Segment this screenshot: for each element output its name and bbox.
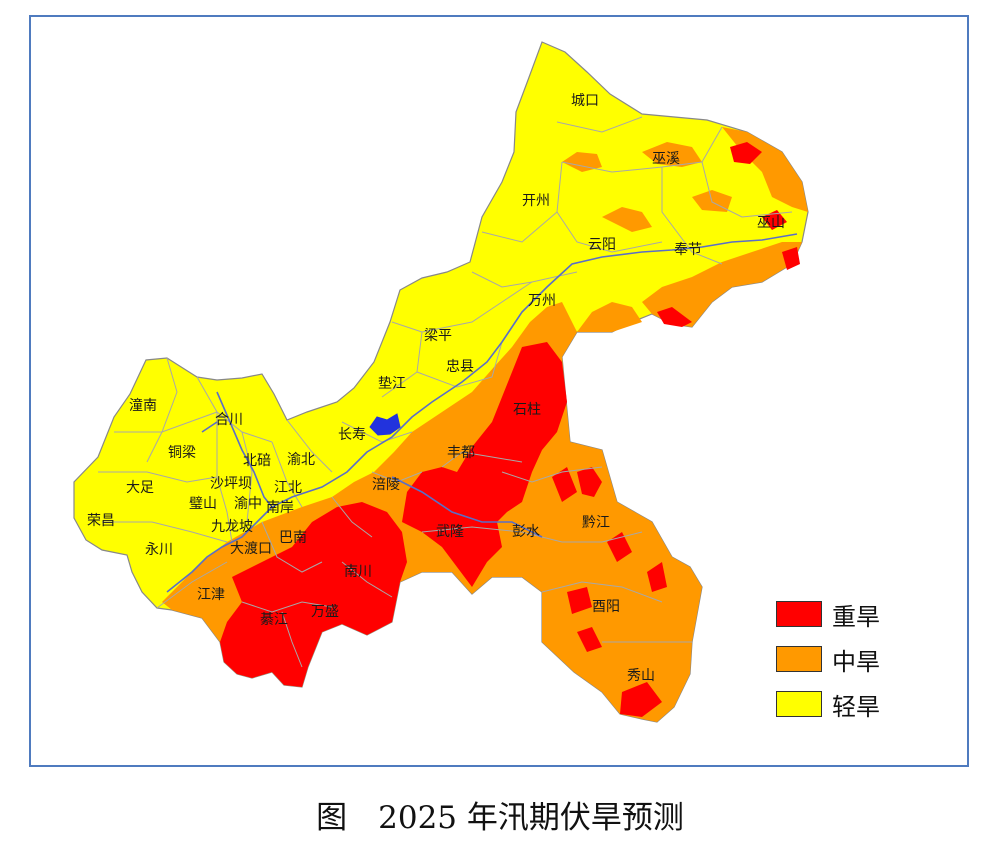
place-label-nanchuan: 南川	[344, 564, 372, 580]
place-label-zhongxian: 忠县	[446, 359, 474, 375]
region-severe-drought	[220, 142, 800, 717]
place-label-nanan: 南岸	[266, 500, 294, 516]
legend-item-light: 轻旱	[776, 690, 916, 721]
place-label-banan: 巴南	[279, 530, 307, 546]
place-label-fengdu: 丰都	[447, 445, 475, 461]
county-boundaries	[98, 116, 793, 668]
place-label-xiushan: 秀山	[627, 668, 655, 684]
place-label-shapingba: 沙坪坝	[210, 476, 252, 492]
place-label-beibei: 北碚	[243, 453, 271, 469]
place-labels: 城口 巫溪 开州 巫山 云阳 奉节 梁平 万州 忠县 垫江 石柱 长寿 丰都 潼…	[87, 93, 785, 684]
place-label-hechuan: 合川	[215, 412, 243, 428]
legend-item-severe: 重旱	[776, 600, 916, 631]
legend-item-moderate: 中旱	[776, 645, 916, 676]
legend-label-severe: 重旱	[832, 602, 880, 631]
rivers	[166, 233, 798, 593]
place-label-yunyang: 云阳	[588, 237, 616, 253]
place-label-kaizhou: 开州	[522, 193, 550, 209]
place-label-pengshui: 彭水	[512, 524, 540, 540]
figure-caption: 图 2025 年汛期伏旱预测	[316, 800, 684, 836]
place-label-changshou: 长寿	[338, 426, 366, 443]
place-label-tongnan: 潼南	[129, 397, 157, 414]
place-label-wansheng: 万盛	[311, 604, 339, 620]
place-label-yongchuan: 永川	[145, 542, 173, 558]
place-label-dianjiang: 垫江	[378, 376, 406, 392]
place-label-youyang: 酉阳	[592, 599, 620, 615]
legend-swatch-moderate	[776, 646, 822, 672]
map-legend: 重旱 中旱 轻旱	[776, 600, 916, 735]
place-label-wuxi: 巫溪	[652, 151, 680, 167]
place-label-bishan: 璧山	[189, 495, 217, 512]
legend-swatch-severe	[776, 601, 822, 627]
place-label-jiangbei: 江北	[274, 480, 302, 496]
place-label-qijiang: 綦江	[260, 612, 288, 628]
place-label-tongliang: 铜梁	[168, 445, 196, 461]
place-label-dadukou: 大渡口	[230, 541, 272, 557]
region-light-drought	[73, 41, 809, 723]
legend-label-light: 轻旱	[832, 692, 880, 721]
drought-map: 城口 巫溪 开州 巫山 云阳 奉节 梁平 万州 忠县 垫江 石柱 长寿 丰都 潼…	[73, 41, 809, 723]
place-label-qianjiang: 黔江	[582, 515, 610, 531]
legend-label-moderate: 中旱	[832, 647, 880, 676]
place-label-rongchang: 荣昌	[87, 513, 115, 529]
place-label-wanzhou: 万州	[528, 293, 556, 309]
place-label-jiangjin: 江津	[197, 587, 225, 603]
place-label-yuzhong: 渝中	[234, 496, 262, 512]
place-label-yubei: 渝北	[287, 452, 315, 468]
place-label-jiulongpo: 九龙坡	[211, 519, 253, 535]
lake	[369, 413, 401, 436]
place-label-fengjie: 奉节	[674, 242, 702, 258]
place-label-chengkou: 城口	[571, 93, 599, 109]
place-label-wulong: 武隆	[436, 524, 464, 540]
place-label-wushan: 巫山	[757, 215, 785, 231]
place-label-fuling: 涪陵	[372, 477, 400, 493]
place-label-shizhu: 石柱	[513, 402, 541, 418]
legend-swatch-light	[776, 691, 822, 717]
place-label-liangping: 梁平	[424, 328, 452, 344]
place-label-dazu: 大足	[126, 480, 154, 496]
map-frame: 城口 巫溪 开州 巫山 云阳 奉节 梁平 万州 忠县 垫江 石柱 长寿 丰都 潼…	[29, 15, 969, 767]
